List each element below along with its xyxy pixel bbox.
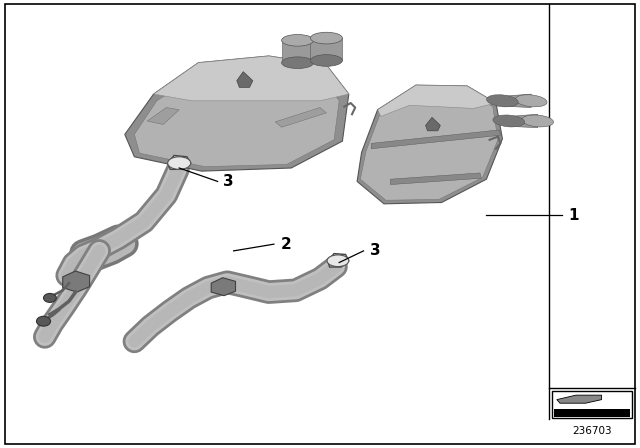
Polygon shape <box>134 67 339 167</box>
Polygon shape <box>63 271 90 292</box>
Polygon shape <box>378 85 496 116</box>
Ellipse shape <box>493 115 525 127</box>
Polygon shape <box>211 278 236 296</box>
Circle shape <box>44 293 56 302</box>
Ellipse shape <box>515 95 547 107</box>
Polygon shape <box>282 40 314 63</box>
Polygon shape <box>502 94 531 108</box>
Polygon shape <box>328 254 349 267</box>
Polygon shape <box>275 108 326 127</box>
Polygon shape <box>509 114 538 128</box>
Ellipse shape <box>522 115 554 127</box>
Polygon shape <box>168 155 191 169</box>
Polygon shape <box>125 56 349 171</box>
Circle shape <box>36 316 51 326</box>
Polygon shape <box>357 85 502 204</box>
Text: 3: 3 <box>370 243 381 258</box>
Text: 2: 2 <box>280 237 291 252</box>
Ellipse shape <box>282 34 314 46</box>
Text: 3: 3 <box>223 174 234 189</box>
Ellipse shape <box>310 32 342 44</box>
Ellipse shape <box>310 55 342 66</box>
Polygon shape <box>147 108 179 125</box>
Polygon shape <box>310 38 342 60</box>
Text: 1: 1 <box>568 207 579 223</box>
Ellipse shape <box>282 57 314 69</box>
Polygon shape <box>557 395 602 403</box>
Text: 236703: 236703 <box>572 426 612 436</box>
Polygon shape <box>371 130 500 149</box>
Polygon shape <box>154 56 349 101</box>
Ellipse shape <box>168 157 191 169</box>
Ellipse shape <box>327 255 349 267</box>
Polygon shape <box>426 117 440 131</box>
Polygon shape <box>237 72 253 87</box>
Ellipse shape <box>486 95 518 107</box>
Polygon shape <box>390 173 481 185</box>
Polygon shape <box>360 90 498 200</box>
Bar <box>554 409 630 417</box>
Bar <box>552 391 632 418</box>
